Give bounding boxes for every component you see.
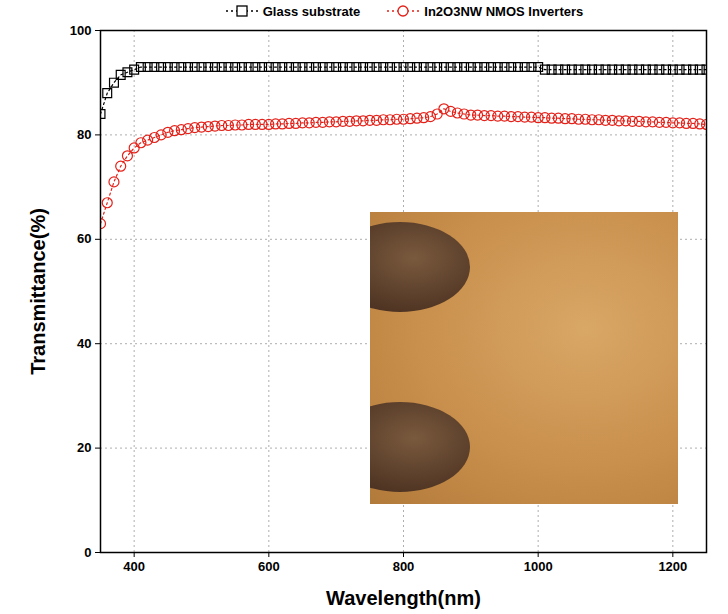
svg-text:1200: 1200 xyxy=(658,559,687,574)
svg-text:40: 40 xyxy=(77,336,91,351)
svg-text:60: 60 xyxy=(77,231,91,246)
svg-text:0: 0 xyxy=(84,545,91,560)
svg-text:400: 400 xyxy=(123,559,145,574)
svg-text:Wavelength(nm): Wavelength(nm) xyxy=(326,587,481,609)
svg-text:600: 600 xyxy=(258,559,280,574)
svg-text:800: 800 xyxy=(393,559,415,574)
svg-text:Transmittance(%): Transmittance(%) xyxy=(27,208,49,375)
svg-text:20: 20 xyxy=(77,440,91,455)
html-text:In2O3NW NMOS Inverters: In2O3NW NMOS Inverters xyxy=(424,3,584,19)
svg-text:100: 100 xyxy=(70,23,92,38)
svg-text:1000: 1000 xyxy=(524,559,553,574)
html-text:Glass substrate: Glass substrate xyxy=(262,3,361,19)
svg-text:80: 80 xyxy=(77,127,91,142)
